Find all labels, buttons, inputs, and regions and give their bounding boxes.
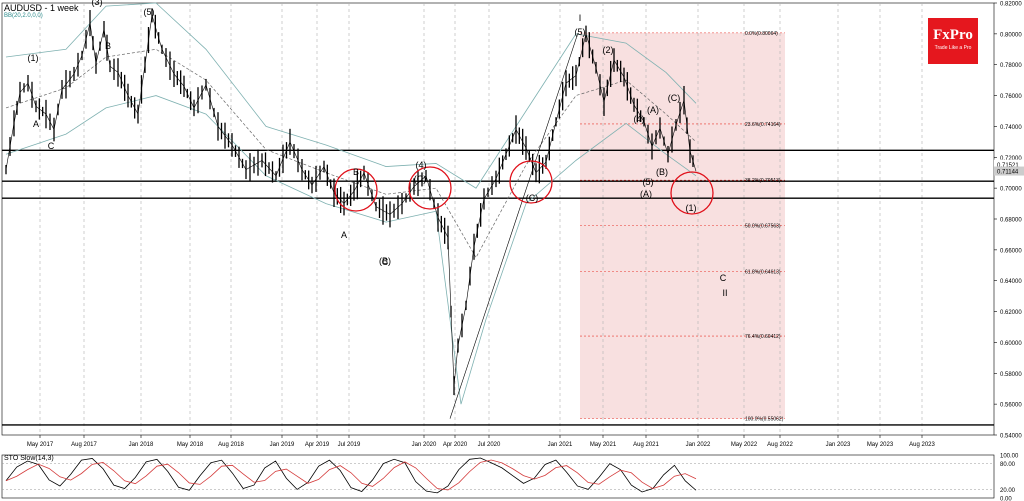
fibonacci-zone (580, 32, 785, 419)
x-tick-label: May 2022 (731, 442, 758, 448)
stochastic-d-line (5, 459, 697, 491)
x-tick-label: May 2021 (590, 442, 617, 448)
wave-label: C (382, 257, 389, 267)
chart-title: AUDUSD - 1 week (4, 3, 79, 13)
highlight-circle (509, 160, 553, 204)
y-tick-label: 0.56000 (1000, 403, 1022, 409)
stochastic-k-line (5, 457, 697, 494)
x-tick-label: May 2023 (867, 442, 894, 448)
y-tick-label: 0.64000 (1000, 279, 1022, 285)
fibonacci-label: 61.8%(0.64613) (745, 269, 781, 275)
bollinger-upper (5, 2, 697, 189)
y-tick-label: 0.78000 (1000, 63, 1022, 69)
wave-label: (A) (647, 105, 659, 115)
y-tick-label: 0.62000 (1000, 310, 1022, 316)
current-price-tag (994, 159, 1024, 169)
highlight-circle (408, 166, 452, 210)
fxpro-logo: FxPro Trade Like a Pro (928, 18, 978, 64)
y-tick-label: 0.72000 (1000, 156, 1022, 162)
y-tick-label: 0.60000 (1000, 341, 1022, 347)
y-tick-label: 0.58000 (1000, 372, 1022, 378)
wave-label: C (48, 141, 55, 151)
x-tick-label: May 2017 (27, 442, 54, 448)
fibonacci-label: 50.0%(0.67563) (745, 224, 781, 230)
wave-label: (C) (668, 93, 681, 103)
wave-label: (C) (414, 174, 427, 184)
wave-label: B (353, 167, 359, 177)
x-tick-label: Jan 2019 (270, 442, 295, 448)
highlight-circle (670, 171, 714, 215)
current-price-label-2: 0.71144 (997, 170, 1019, 176)
stochastic-tick-label: 20.00 (1000, 488, 1016, 494)
fibonacci-label: 76.4%(0.60412) (745, 334, 781, 340)
wave-label: II (722, 288, 727, 298)
x-tick-label: Aug 2017 (71, 442, 97, 448)
wave-label: (4) (634, 114, 645, 124)
current-price-label: 0.71521 (997, 163, 1019, 169)
stochastic-label: STO Slow(14,3) (4, 455, 54, 462)
x-tick-label: Jul 2020 (478, 442, 501, 448)
y-tick-label: 0.74000 (1000, 125, 1022, 131)
wave-label: (3) (92, 0, 103, 7)
x-tick-label: Jan 2018 (129, 442, 154, 448)
highlight-circle (334, 168, 378, 212)
wave-label: I (579, 13, 582, 23)
y-tick-label: 0.80000 (1000, 32, 1022, 38)
trend-line (449, 32, 579, 419)
x-tick-label: Aug 2018 (218, 442, 244, 448)
wave-label: B (105, 41, 111, 51)
wave-label: C (720, 273, 727, 283)
indicator-label: BB(20,2.0,0,0) (4, 13, 43, 19)
stochastic-tick-label: 100.00 (1000, 454, 1019, 460)
wave-label: (1) (686, 203, 697, 213)
wave-label: (5) (575, 27, 586, 37)
x-tick-label: Jul 2019 (338, 442, 361, 448)
x-tick-label: Aug 2023 (909, 442, 935, 448)
wave-label: A (341, 230, 347, 240)
price-line (5, 15, 697, 386)
x-tick-label: Apr 2020 (443, 442, 468, 448)
x-tick-label: Jan 2020 (412, 442, 437, 448)
wave-label: A (33, 119, 39, 129)
y-tick-label: 0.82000 (1000, 2, 1022, 8)
wave-label: (4) (416, 160, 427, 170)
x-tick-label: Apr 2019 (305, 442, 330, 448)
fxpro-logo-tagline: Trade Like a Pro (934, 45, 972, 51)
x-tick-label: Jan 2022 (686, 442, 711, 448)
wave-label: (B) (656, 167, 668, 177)
y-tick-label: 0.54000 (1000, 434, 1022, 440)
fibonacci-label: 0.0%(0.80064) (745, 31, 778, 37)
stochastic-tick-label: 80.00 (1000, 462, 1016, 468)
fibonacci-label: 23.6%(0.74164) (745, 122, 781, 128)
wave-label: (1) (28, 53, 39, 63)
fxpro-logo-brand: FxPro (933, 27, 973, 43)
price-panel (1, 2, 995, 436)
y-tick-label: 0.66000 (1000, 248, 1022, 254)
bollinger-middle (5, 48, 697, 259)
x-tick-label: May 2018 (177, 442, 204, 448)
wave-label: (C) (526, 193, 539, 203)
y-tick-label: 0.76000 (1000, 94, 1022, 100)
wave-label: (B) (379, 256, 391, 266)
wave-label: (5) (643, 177, 654, 187)
stochastic-tick-label: 0.00 (1000, 497, 1012, 501)
y-tick-label: 0.68000 (1000, 218, 1022, 224)
current-price-tag-2 (994, 166, 1024, 176)
x-tick-label: Jan 2021 (548, 442, 573, 448)
x-tick-label: Jan 2023 (826, 442, 851, 448)
fibonacci-label: 100.0%(0.55062) (745, 417, 784, 423)
y-tick-label: 0.70000 (1000, 187, 1022, 193)
wave-label: (2) (603, 45, 614, 55)
wave-label: (A) (640, 189, 652, 199)
x-tick-label: Aug 2022 (767, 442, 793, 448)
x-tick-label: Aug 2021 (633, 442, 659, 448)
wave-label: (5) (144, 7, 155, 17)
